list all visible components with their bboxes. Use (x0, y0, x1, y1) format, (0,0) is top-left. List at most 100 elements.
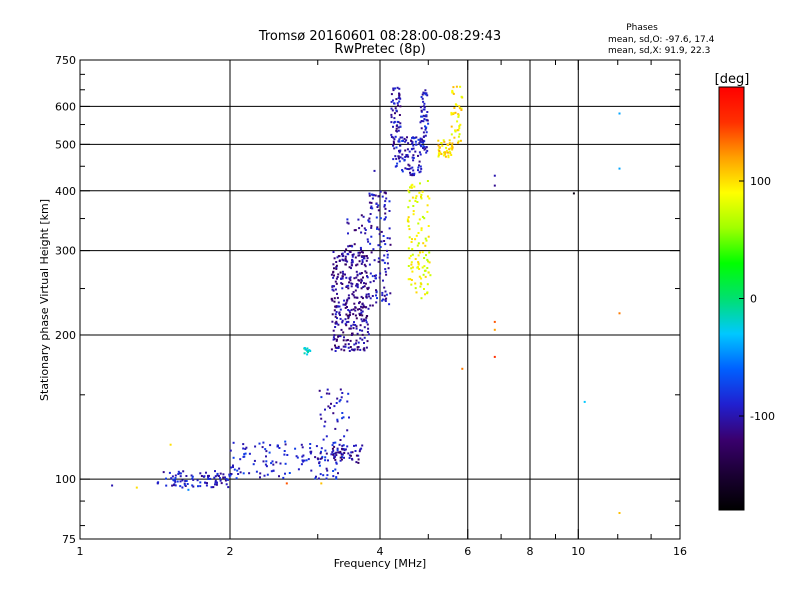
data-point (354, 256, 357, 259)
data-point (420, 197, 423, 200)
data-point (348, 327, 351, 330)
data-point (319, 413, 322, 416)
data-point (353, 243, 356, 246)
data-point (165, 477, 167, 480)
colorbar-label: [deg] (715, 72, 750, 87)
data-point (381, 291, 384, 294)
x-tick-label: 6 (464, 545, 471, 558)
data-point (421, 190, 424, 193)
data-point (437, 148, 440, 151)
data-point (369, 304, 372, 307)
data-point (386, 262, 389, 265)
data-point (443, 151, 446, 154)
data-point (371, 197, 374, 200)
data-point (303, 459, 306, 462)
data-point (460, 95, 463, 98)
data-point (421, 115, 424, 118)
data-point (358, 450, 361, 453)
data-point (349, 454, 352, 457)
data-point (333, 334, 336, 337)
data-point (364, 270, 367, 273)
data-point (412, 147, 415, 150)
data-point (407, 189, 410, 192)
data-point (423, 106, 426, 109)
data-point (383, 240, 386, 242)
data-point (389, 243, 392, 246)
data-point (411, 136, 413, 139)
data-point (356, 273, 359, 276)
data-point (363, 263, 366, 266)
data-point (341, 287, 344, 290)
data-point (417, 166, 420, 169)
data-point (199, 481, 202, 484)
data-point (229, 449, 232, 452)
data-point (409, 173, 412, 176)
data-point (213, 476, 216, 479)
data-point (359, 448, 362, 451)
data-point (424, 134, 427, 137)
data-point (349, 279, 352, 282)
data-point (348, 281, 351, 284)
data-point (355, 461, 358, 464)
data-point (302, 460, 305, 463)
data-point (455, 104, 458, 107)
data-point (310, 469, 313, 472)
data-point (395, 127, 398, 130)
data-point (346, 299, 349, 302)
data-point (332, 475, 335, 478)
data-point (207, 476, 210, 479)
data-point (424, 128, 427, 131)
data-point (295, 455, 298, 458)
data-point (269, 444, 272, 447)
data-point (413, 172, 416, 175)
data-point (460, 109, 463, 111)
data-point (419, 140, 422, 143)
data-point (426, 204, 429, 207)
data-point (383, 254, 386, 257)
data-point (418, 275, 421, 278)
data-point (337, 451, 340, 454)
data-point (369, 206, 372, 209)
data-point (354, 324, 357, 326)
data-point (424, 275, 427, 278)
data-point (341, 456, 344, 458)
data-point (288, 472, 291, 474)
stats-line-x: mean, sd,X: 91.9, 22.3 (608, 46, 710, 56)
data-point (385, 197, 388, 200)
axis-ticks (79, 59, 681, 540)
data-point (343, 336, 345, 339)
data-point (169, 443, 172, 446)
data-point (207, 474, 209, 477)
data-point (414, 197, 417, 200)
data-point (352, 313, 355, 316)
data-point (419, 285, 422, 288)
data-point (457, 129, 460, 132)
data-point (305, 348, 308, 351)
data-point (414, 150, 417, 153)
data-point (493, 184, 496, 187)
data-point (380, 240, 383, 243)
data-point (420, 115, 423, 118)
data-point (397, 126, 400, 129)
data-point (306, 353, 309, 356)
data-point (426, 267, 429, 269)
data-point (360, 248, 362, 251)
data-point (383, 261, 386, 264)
data-point (244, 452, 247, 455)
stats-title: Phases (626, 23, 658, 33)
data-point (268, 451, 271, 454)
data-point (324, 456, 327, 459)
data-point (339, 388, 342, 391)
data-point (337, 347, 340, 349)
data-point (424, 115, 427, 118)
data-point (407, 142, 410, 145)
data-point (374, 277, 377, 280)
data-point (317, 477, 320, 480)
data-point (360, 278, 363, 281)
data-point (377, 244, 380, 247)
data-point (414, 282, 417, 285)
data-point (410, 186, 413, 189)
data-point (396, 162, 399, 165)
data-point (384, 192, 387, 195)
data-point (403, 159, 406, 162)
